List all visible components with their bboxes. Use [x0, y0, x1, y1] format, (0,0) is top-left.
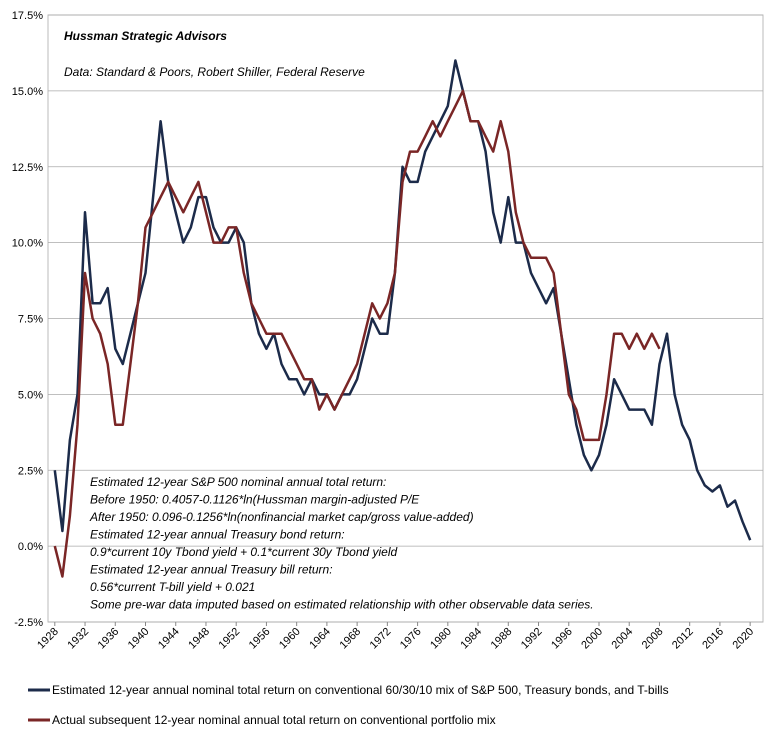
x-tick-label: 1948	[186, 626, 212, 652]
x-tick-label: 1928	[35, 626, 61, 652]
legend-label: Actual subsequent 12-year nominal annual…	[52, 713, 496, 727]
x-tick-label: 2012	[670, 626, 696, 652]
x-tick-label: 1932	[65, 626, 91, 652]
y-tick-label: 5.0%	[18, 389, 43, 401]
series-line	[53, 89, 661, 578]
x-tick-label: 1988	[489, 626, 515, 652]
note: After 1950: 0.096-0.1256*ln(nonfinancial…	[89, 510, 474, 524]
x-tick-label: 1940	[126, 626, 152, 652]
annotation: Hussman Strategic Advisors	[64, 29, 227, 43]
x-tick-label: 2008	[640, 626, 666, 652]
y-tick-label: 0.0%	[18, 541, 43, 553]
x-tick-label: 2004	[610, 626, 636, 652]
x-tick-label: 2000	[579, 626, 605, 652]
legend-label: Estimated 12-year annual nominal total r…	[52, 683, 669, 697]
note: 0.9*current 10y Tbond yield + 0.1*curren…	[90, 545, 398, 559]
note: Before 1950: 0.4057-0.1126*ln(Hussman ma…	[90, 493, 420, 507]
y-tick-label: 7.5%	[18, 314, 43, 326]
x-tick-label: 1992	[519, 626, 545, 652]
x-tick-label: 1968	[337, 626, 363, 652]
x-tick-label: 1936	[96, 626, 122, 652]
y-tick-label: -2.5%	[14, 617, 43, 629]
x-tick-label: 1972	[368, 626, 394, 652]
y-tick-label: 10.0%	[12, 238, 43, 250]
note: 0.56*current T-bill yield + 0.021	[90, 580, 255, 594]
y-tick-label: 12.5%	[12, 162, 43, 174]
x-tick-label: 1980	[428, 626, 454, 652]
y-tick-label: 17.5%	[12, 10, 43, 22]
x-tick-label: 1944	[156, 626, 182, 652]
x-tick-label: 1976	[398, 626, 424, 652]
x-tick-label: 1956	[247, 626, 273, 652]
x-tick-label: 1960	[277, 626, 303, 652]
x-tick-label: 2020	[730, 626, 756, 652]
series-line	[53, 59, 752, 541]
x-tick-label: 1984	[458, 626, 484, 652]
x-tick-label: 1996	[549, 626, 575, 652]
y-tick-label: 2.5%	[18, 465, 43, 477]
y-tick-label: 15.0%	[12, 86, 43, 98]
note: Estimated 12-year annual Treasury bill r…	[90, 563, 333, 577]
note: Estimated 12-year annual Treasury bond r…	[90, 528, 345, 542]
annotation: Data: Standard & Poors, Robert Shiller, …	[64, 65, 365, 79]
note: Estimated 12-year S&P 500 nominal annual…	[90, 475, 386, 489]
x-tick-label: 2016	[700, 626, 726, 652]
note: Some pre-war data imputed based on estim…	[90, 598, 594, 612]
x-tick-label: 1952	[217, 626, 243, 652]
x-tick-label: 1964	[307, 626, 333, 652]
